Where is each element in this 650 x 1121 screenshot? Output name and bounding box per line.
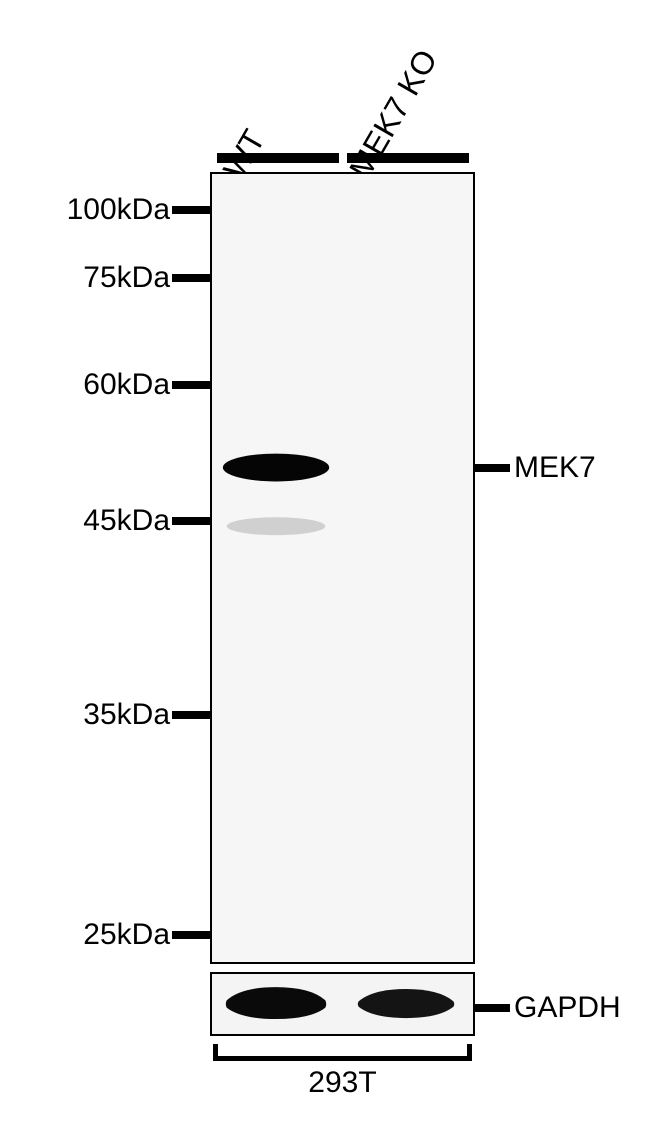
right-label-gapdh: GAPDH — [475, 993, 621, 1023]
gapdh-blot-svg — [212, 974, 473, 1034]
mw-dash-icon — [172, 381, 210, 389]
mw-tick-45: 45kDa — [0, 506, 210, 536]
lane-bar-ko — [347, 153, 469, 163]
mw-dash-icon — [172, 931, 210, 939]
lane-label-ko-text: MEK7 KO — [342, 43, 444, 184]
right-label-mek7: MEK7 — [475, 453, 596, 483]
western-blot-figure: WT MEK7 KO 100kDa 75kDa — [0, 0, 650, 1121]
mw-label: 75kDa — [83, 261, 170, 295]
right-dash-icon — [475, 464, 510, 472]
main-blot — [210, 172, 475, 964]
mw-tick-35: 35kDa — [0, 700, 210, 730]
cell-line-label: 293T — [210, 1066, 475, 1100]
main-blot-svg — [212, 174, 473, 962]
mw-tick-25: 25kDa — [0, 920, 210, 950]
mw-label: 25kDa — [83, 918, 170, 952]
right-dash-icon — [475, 1004, 510, 1012]
band-mek7-wt — [223, 454, 329, 482]
mw-dash-icon — [172, 711, 210, 719]
mw-dash-icon — [172, 274, 210, 282]
mw-label: 60kDa — [83, 368, 170, 402]
mw-dash-icon — [172, 517, 210, 525]
lane-bar-wt — [217, 153, 339, 163]
mw-tick-100: 100kDa — [0, 195, 210, 225]
mw-tick-75: 75kDa — [0, 263, 210, 293]
mw-label: 35kDa — [83, 698, 170, 732]
mw-label: 100kDa — [67, 193, 170, 227]
band-mek7-wt-faint — [227, 517, 325, 535]
mw-dash-icon — [172, 206, 210, 214]
bracket-bar-icon — [213, 1056, 472, 1061]
mw-label: 45kDa — [83, 504, 170, 538]
lane-label-ko: MEK7 KO — [342, 43, 445, 185]
mw-tick-60: 60kDa — [0, 370, 210, 400]
cell-line-text: 293T — [308, 1066, 376, 1099]
right-label-mek7-text: MEK7 — [514, 451, 596, 485]
right-label-gapdh-text: GAPDH — [514, 991, 621, 1025]
gapdh-blot — [210, 972, 475, 1036]
main-blot-bg — [212, 174, 473, 962]
